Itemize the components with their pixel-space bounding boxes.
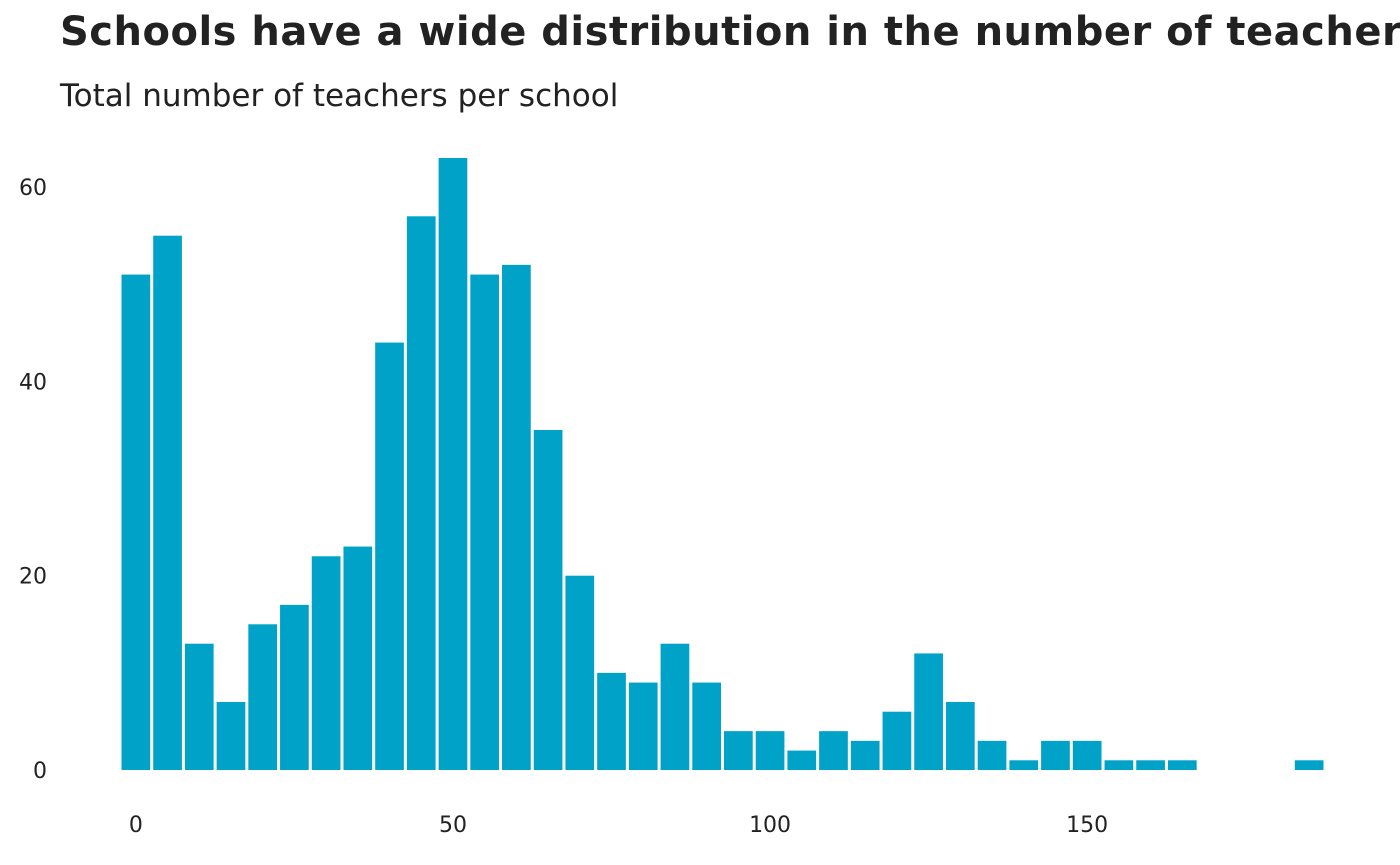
histogram-bar bbox=[787, 750, 817, 770]
histogram-bar bbox=[533, 430, 563, 770]
histogram-bar bbox=[1104, 760, 1134, 770]
histogram-bar bbox=[628, 682, 658, 770]
bars-group bbox=[121, 158, 1324, 771]
histogram-bar bbox=[502, 264, 531, 770]
histogram-bar bbox=[1136, 760, 1165, 770]
histogram-bar bbox=[850, 740, 880, 770]
histogram-bar bbox=[438, 158, 468, 770]
histogram-bar bbox=[660, 643, 690, 770]
histogram-bar bbox=[882, 711, 912, 770]
histogram-bar bbox=[470, 274, 500, 770]
x-tick-label: 0 bbox=[129, 813, 143, 838]
y-tick-label: 60 bbox=[19, 176, 47, 201]
histogram-bar bbox=[692, 682, 721, 770]
histogram-bar bbox=[343, 546, 373, 770]
histogram-bar bbox=[945, 702, 975, 770]
histogram-bar bbox=[184, 643, 214, 770]
histogram-bar bbox=[565, 575, 595, 770]
histogram-bar bbox=[1009, 760, 1039, 770]
histogram-bar bbox=[724, 731, 753, 770]
histogram-bar bbox=[755, 731, 785, 770]
histogram-bar bbox=[597, 672, 626, 770]
histogram-bar bbox=[216, 702, 246, 770]
histogram-bar bbox=[280, 604, 309, 770]
y-axis: 0 20 40 60 bbox=[19, 176, 47, 784]
chart-subtitle: Total number of teachers per school bbox=[60, 78, 619, 114]
x-axis: 0 50 100 150 bbox=[129, 813, 1108, 838]
histogram-bar bbox=[1041, 740, 1070, 770]
histogram-bar bbox=[819, 731, 848, 770]
x-tick-label: 100 bbox=[749, 813, 791, 838]
histogram-bar bbox=[406, 216, 436, 771]
histogram-bar bbox=[311, 556, 341, 770]
histogram-bar bbox=[153, 235, 182, 770]
x-tick-label: 50 bbox=[439, 813, 467, 838]
histogram-bar bbox=[248, 624, 278, 770]
y-tick-label: 40 bbox=[19, 370, 47, 395]
x-tick-label: 150 bbox=[1066, 813, 1108, 838]
chart-title: Schools have a wide distribution in the … bbox=[60, 9, 1400, 55]
histogram-bar bbox=[1167, 760, 1197, 770]
histogram-bar bbox=[1072, 740, 1102, 770]
y-tick-label: 20 bbox=[19, 565, 47, 590]
histogram-bar bbox=[914, 653, 943, 770]
histogram-bar bbox=[977, 740, 1007, 770]
y-tick-label: 0 bbox=[33, 759, 47, 784]
histogram-bar bbox=[375, 342, 404, 770]
histogram-bar bbox=[121, 274, 151, 770]
histogram-bar bbox=[1294, 760, 1324, 770]
